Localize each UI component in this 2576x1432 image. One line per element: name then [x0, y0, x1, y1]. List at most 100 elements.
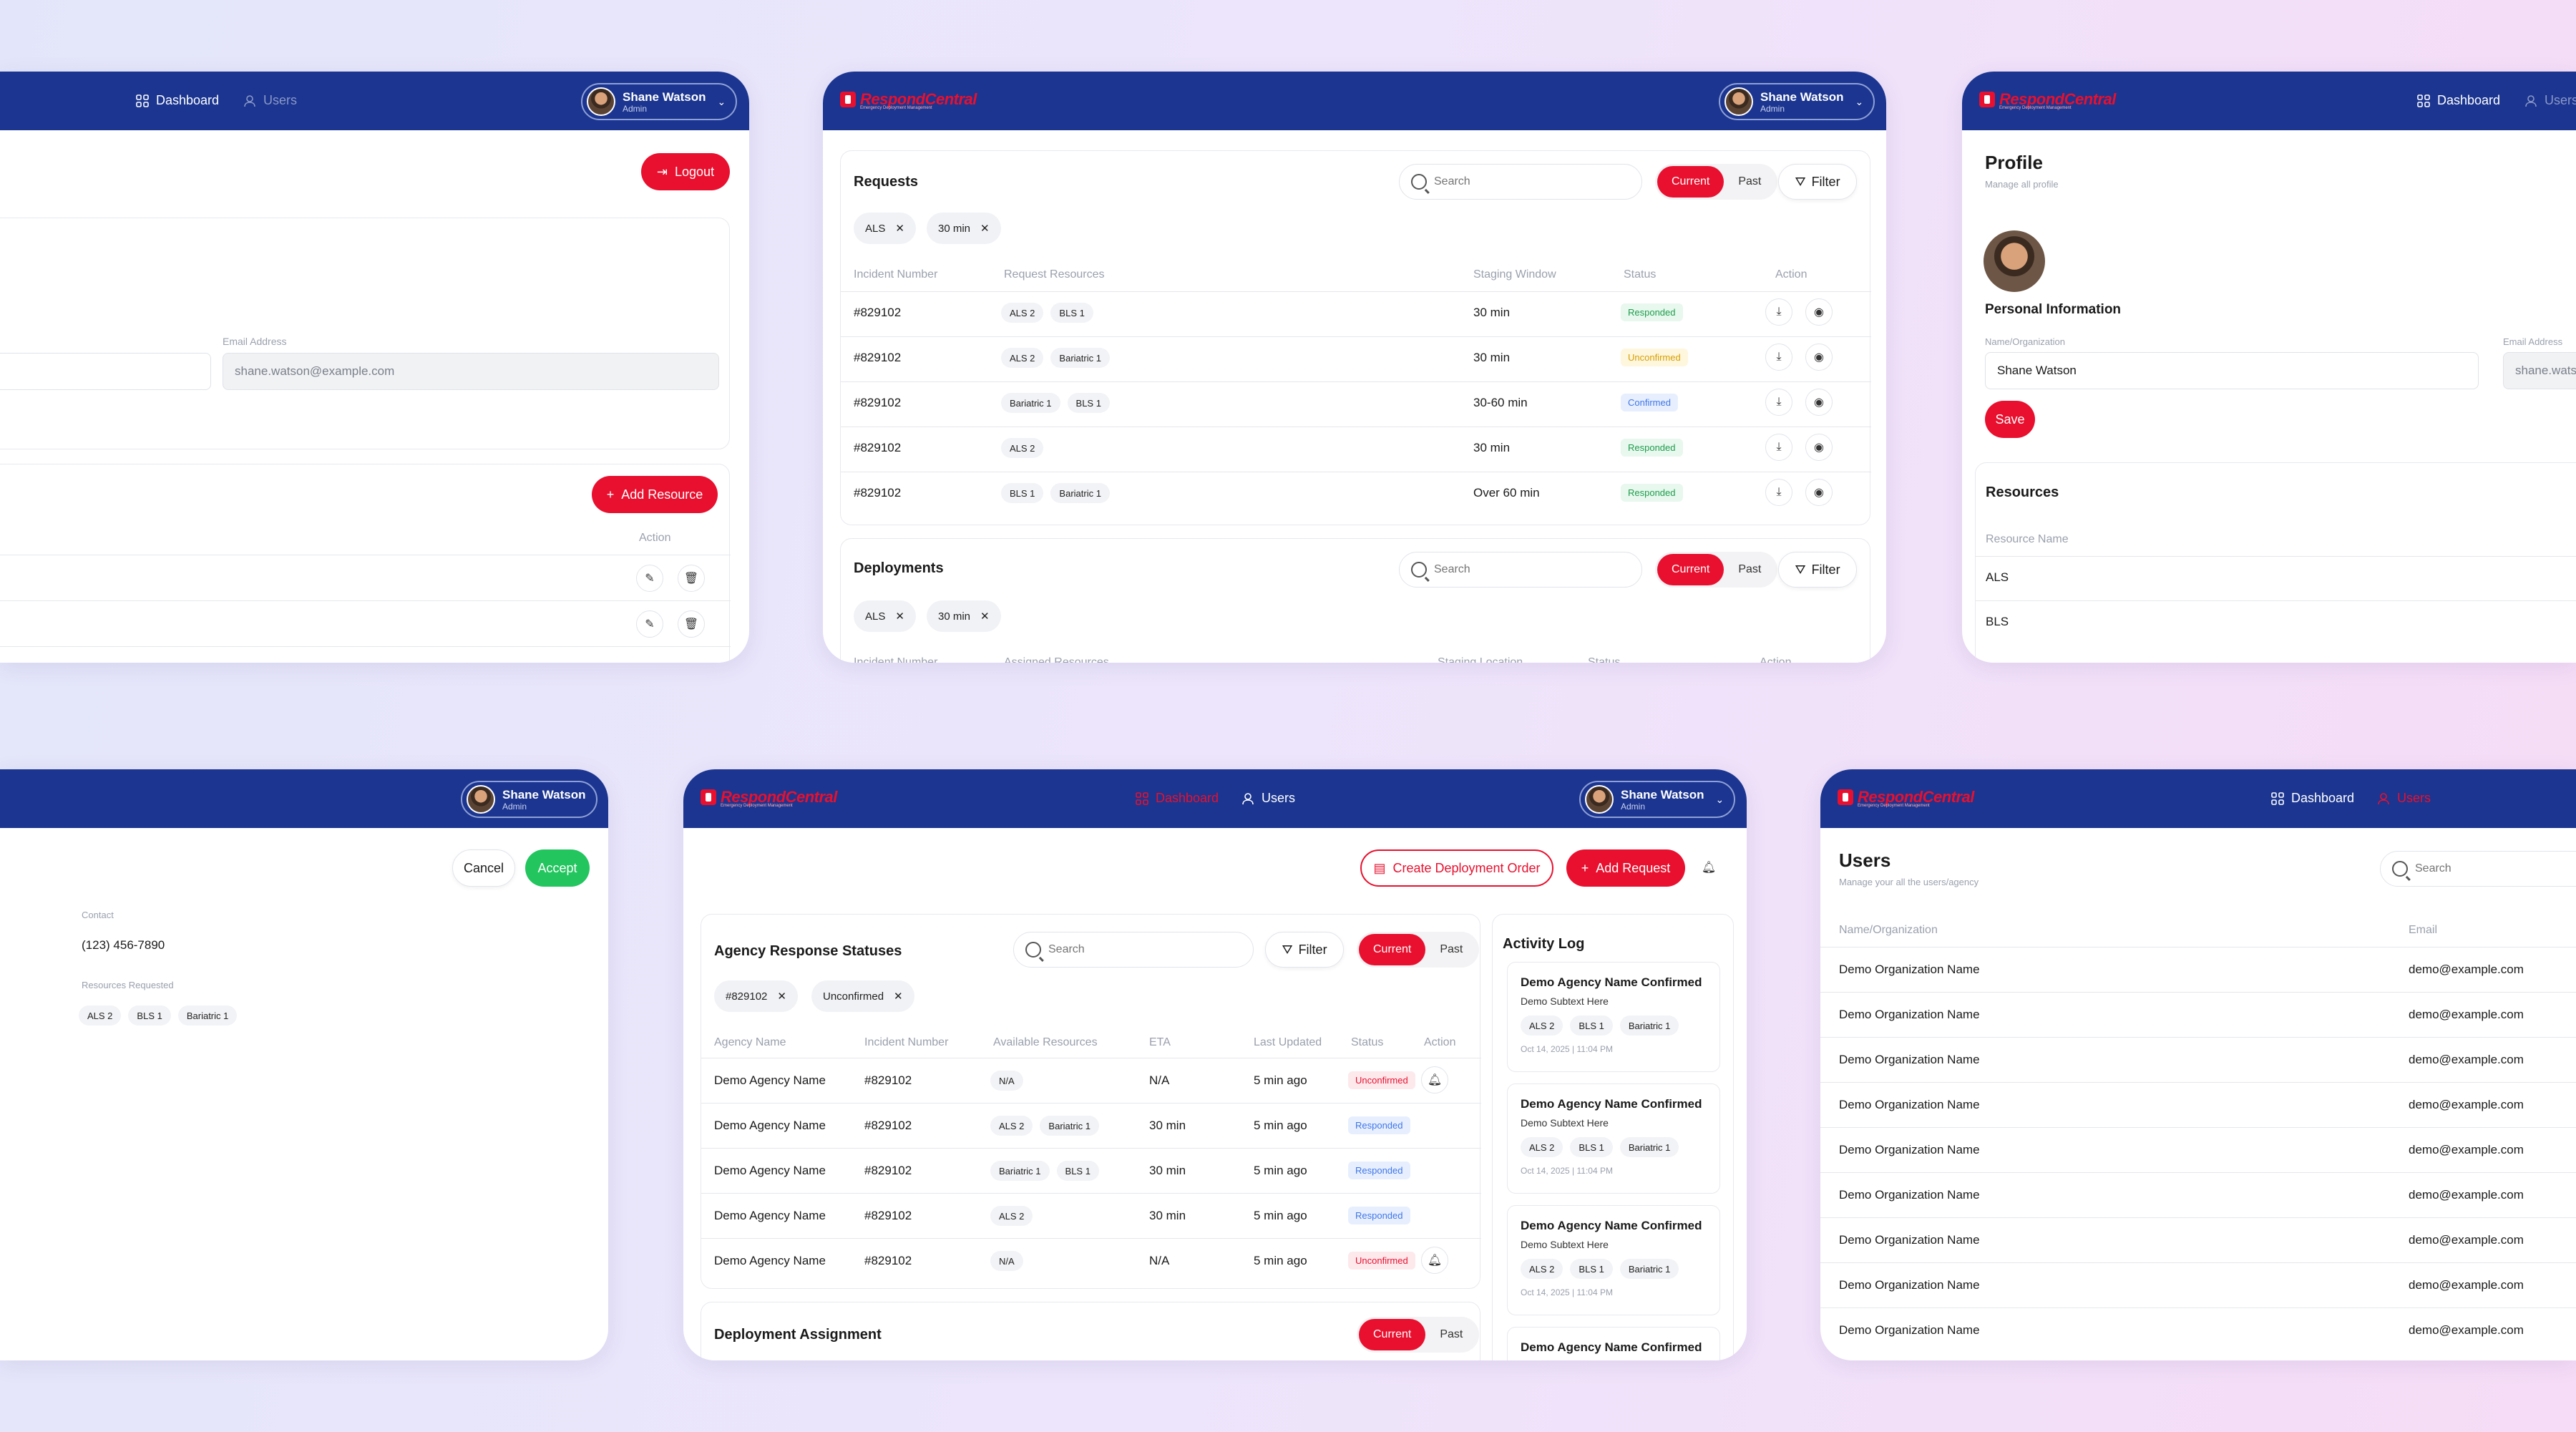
nav-users[interactable]: Users: [243, 93, 297, 108]
tab-past[interactable]: Past: [1738, 563, 1762, 575]
user-menu[interactable]: Shane Watson Admin: [461, 781, 597, 818]
tab-past[interactable]: Past: [1440, 943, 1463, 955]
download-button[interactable]: ⤓: [1765, 298, 1792, 326]
filter-chip[interactable]: #829102 ✕: [714, 980, 798, 1012]
download-button[interactable]: ⤓: [1765, 479, 1792, 506]
current-past-toggle[interactable]: Current Past: [1655, 164, 1778, 200]
user-email: demo@example.com: [2409, 1008, 2524, 1021]
nav-users[interactable]: Users: [1241, 791, 1295, 806]
create-deployment-button[interactable]: ▤ Create Deployment Order: [1360, 849, 1553, 887]
resource-tags: ALS 2 Bariatric 1: [1001, 348, 1117, 368]
add-resource-button[interactable]: + Add Resource: [592, 476, 718, 513]
col-incident: Incident Number: [854, 656, 938, 663]
filter-chip[interactable]: ALS ✕: [854, 600, 916, 632]
user-menu[interactable]: Shane Watson Admin ⌄: [1719, 83, 1875, 120]
filter-button[interactable]: ⛛ Filter: [1265, 932, 1344, 968]
divider: [1976, 600, 2576, 601]
panel-dashboard: RespondCentral Emergency Deployment Mana…: [683, 769, 1747, 1360]
search-input[interactable]: [1048, 943, 1208, 956]
agency-search[interactable]: [1013, 932, 1254, 968]
close-icon[interactable]: ✕: [777, 990, 786, 1003]
tab-current[interactable]: Current: [1657, 166, 1724, 198]
nav-dashboard[interactable]: Dashboard: [2417, 93, 2500, 108]
tab-current[interactable]: Current: [1657, 554, 1724, 585]
filter-button[interactable]: ⛛ Filter: [1778, 552, 1857, 588]
tab-current[interactable]: Current: [1359, 1319, 1426, 1350]
delete-button[interactable]: 🗑: [678, 565, 705, 592]
filter-chip[interactable]: Unconfirmed ✕: [811, 980, 914, 1012]
nav-users[interactable]: Users: [2524, 93, 2576, 108]
view-button[interactable]: ◉: [1805, 479, 1833, 506]
status-badge: Confirmed: [1621, 394, 1678, 411]
email-field[interactable]: shane.watson@example.com: [223, 353, 719, 390]
download-button[interactable]: ⤓: [1765, 434, 1792, 461]
current-past-toggle[interactable]: Current Past: [1357, 1317, 1480, 1353]
user-name: Shane Watson: [502, 787, 586, 802]
download-button[interactable]: ⤓: [1765, 344, 1792, 371]
logout-button[interactable]: ⇥ Logout: [641, 153, 730, 190]
close-icon[interactable]: ✕: [895, 610, 904, 623]
activity-title: Demo Agency Name Confirmed: [1521, 1097, 1702, 1111]
deployments-search[interactable]: [1399, 552, 1642, 588]
close-icon[interactable]: ✕: [894, 990, 903, 1003]
tab-past[interactable]: Past: [1738, 175, 1762, 187]
current-past-toggle[interactable]: Current Past: [1655, 552, 1778, 588]
close-icon[interactable]: ✕: [980, 610, 990, 623]
resource-tag: ALS 2: [990, 1116, 1033, 1136]
avatar: [1585, 785, 1614, 814]
chip-label: 30 min: [938, 610, 971, 623]
close-icon[interactable]: ✕: [980, 223, 990, 235]
notify-button[interactable]: 🔔︎: [1421, 1247, 1448, 1274]
user-menu[interactable]: Shane Watson Admin ⌄: [581, 83, 738, 120]
view-button[interactable]: ◉: [1805, 434, 1833, 461]
panel-users: RespondCentral Emergency Deployment Mana…: [1820, 769, 2576, 1360]
delete-button[interactable]: 🗑: [678, 610, 705, 638]
search-input[interactable]: [1434, 175, 1596, 188]
download-button[interactable]: ⤓: [1765, 389, 1792, 416]
cancel-button[interactable]: Cancel: [452, 849, 515, 887]
view-button[interactable]: ◉: [1805, 344, 1833, 371]
user-email: demo@example.com: [2409, 963, 2524, 976]
edit-button[interactable]: ✎: [636, 610, 663, 638]
filter-chip[interactable]: ALS ✕: [854, 213, 916, 244]
view-button[interactable]: ◉: [1805, 298, 1833, 326]
notification-button[interactable]: 🔔︎: [1695, 854, 1722, 881]
nav-users[interactable]: Users: [2377, 791, 2431, 806]
close-icon[interactable]: ✕: [895, 223, 904, 235]
current-past-toggle[interactable]: Current Past: [1357, 932, 1480, 968]
filter-chip[interactable]: 30 min ✕: [927, 213, 1001, 244]
view-button[interactable]: ◉: [1805, 389, 1833, 416]
tab-past[interactable]: Past: [1440, 1328, 1463, 1340]
users-search[interactable]: [2380, 851, 2576, 887]
panel-settings: Dashboard Users Shane Watson Admin ⌄ ⇥ Log…: [0, 72, 749, 663]
brand-logo: RespondCentral Emergency Deployment Mana…: [701, 788, 837, 808]
email-field[interactable]: shane.watson@example.com: [2503, 352, 2576, 389]
notify-button[interactable]: 🔔︎: [1421, 1066, 1448, 1094]
search-input[interactable]: [1434, 563, 1596, 576]
user-email: demo@example.com: [2409, 1188, 2524, 1202]
save-button[interactable]: Save: [1985, 401, 2035, 438]
filter-button[interactable]: ⛛ Filter: [1778, 164, 1857, 200]
grid-icon: [2417, 94, 2430, 107]
user-menu[interactable]: Shane Watson Admin ⌄: [1579, 781, 1736, 818]
nav-dashboard[interactable]: Dashboard: [2271, 791, 2354, 806]
resource-tag: Bariatric 1: [1050, 483, 1110, 503]
name-field[interactable]: Shane Watson: [1985, 352, 2479, 389]
resources-card: Resources Resource Name ALS BLS: [1975, 462, 2576, 663]
search-input[interactable]: [2415, 862, 2567, 875]
nav-dashboard[interactable]: Dashboard: [1136, 791, 1219, 806]
name-field[interactable]: [0, 353, 211, 390]
edit-button[interactable]: ✎: [636, 565, 663, 592]
filter-chip[interactable]: 30 min ✕: [927, 600, 1001, 632]
tab-current[interactable]: Current: [1359, 934, 1426, 965]
add-request-button[interactable]: + Add Request: [1566, 849, 1685, 887]
nav-dashboard[interactable]: Dashboard: [136, 93, 219, 108]
brand-logo: RespondCentral Emergency Deployment Mana…: [840, 90, 977, 110]
requests-search[interactable]: [1399, 164, 1642, 200]
accept-button[interactable]: Accept: [525, 849, 590, 887]
